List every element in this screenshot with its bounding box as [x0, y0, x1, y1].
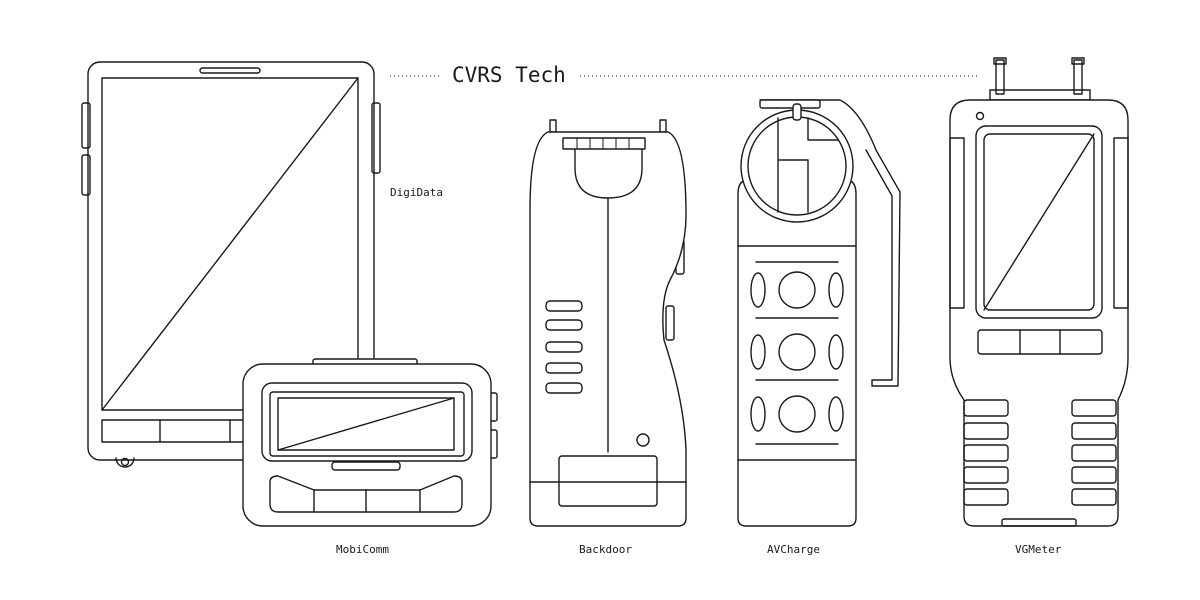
- avcharge-left-lobe-1: [750, 272, 766, 308]
- vgmeter-label: VGMeter: [1015, 543, 1062, 556]
- digidata-body: [87, 61, 375, 461]
- vgmeter-grip-right-4: [1071, 466, 1117, 484]
- avcharge-right-lobe-2: [828, 334, 844, 370]
- vgmeter-side-rail-right: [1113, 137, 1129, 309]
- avcharge-body: [737, 179, 857, 527]
- backdoor-label: Backdoor: [579, 543, 632, 556]
- vgmeter-probe-right-cap: [1071, 57, 1085, 65]
- digidata-screen-glare: [101, 77, 359, 411]
- mobicomm-body: [242, 363, 492, 527]
- avcharge-lever-top: [759, 99, 821, 109]
- vgmeter-screen: [983, 133, 1095, 311]
- backdoor-side-button-lower: [665, 305, 675, 341]
- backdoor-device: Backdoor: [529, 119, 687, 556]
- digidata-side-button-lower: [81, 154, 91, 196]
- avcharge-fuze-top: [807, 117, 839, 141]
- digidata-side-button-right: [371, 102, 381, 174]
- mobicomm-screen: [277, 397, 455, 451]
- mobicomm-bezel: [261, 382, 473, 462]
- vgmeter-probe-right: [1073, 59, 1083, 95]
- avcharge-segment-circle-2: [778, 333, 816, 371]
- digidata-screen: [101, 77, 359, 411]
- avcharge-label: AVCharge: [767, 543, 820, 556]
- avcharge-right-lobe-3: [828, 396, 844, 432]
- vgmeter-grip-right-5: [1071, 488, 1117, 506]
- backdoor-head-grille: [562, 137, 646, 150]
- backdoor-grip-slot-2: [545, 319, 583, 331]
- avcharge-right-lobe-1: [828, 272, 844, 308]
- vgmeter-bezel: [975, 125, 1103, 319]
- mobicomm-screen-glare: [277, 397, 455, 451]
- avcharge-pin: [792, 103, 802, 121]
- mobicomm-label: MobiComm: [336, 543, 389, 556]
- vgmeter-body: [949, 99, 1129, 527]
- title-group: CVRS Tech: [390, 63, 980, 87]
- vgmeter-screen-glare: [983, 133, 1095, 311]
- vgmeter-grip-left-5: [963, 488, 1009, 506]
- avcharge-segment-circle-1: [778, 271, 816, 309]
- avcharge-left-lobe-2: [750, 334, 766, 370]
- digidata-label: DigiData: [390, 186, 443, 199]
- vgmeter-led: [975, 111, 985, 121]
- backdoor-prong-left: [549, 119, 557, 133]
- vgmeter-probe-left: [995, 59, 1005, 95]
- vgmeter-grip-left-1: [963, 399, 1009, 417]
- vgmeter-grip-right-2: [1071, 422, 1117, 440]
- avcharge-left-lobe-3: [750, 396, 766, 432]
- mobicomm-screen-frame: [269, 391, 465, 457]
- backdoor-grip-slot-5: [545, 382, 583, 394]
- vgmeter-side-rail-left: [949, 137, 965, 309]
- avcharge-pull-ring: [740, 109, 854, 223]
- backdoor-indicator-light: [636, 433, 650, 447]
- vgmeter-grip-left-4: [963, 466, 1009, 484]
- backdoor-battery-panel: [558, 455, 658, 507]
- mobicomm-button-row: [269, 475, 463, 513]
- vgmeter-probe-base: [989, 89, 1091, 101]
- digidata-side-button-upper: [81, 102, 91, 149]
- avcharge-segment-circle-3: [778, 395, 816, 433]
- avcharge-fuze-body: [777, 117, 809, 213]
- vgmeter-grip-left-2: [963, 422, 1009, 440]
- digidata-lanyard-hole: [120, 457, 130, 467]
- digidata-speaker-slot: [199, 67, 261, 74]
- avcharge-safety-lever: [759, 99, 901, 387]
- backdoor-grip-slot-4: [545, 362, 583, 374]
- backdoor-grip-slot-3: [545, 341, 583, 353]
- avcharge-device: AVCharge: [737, 99, 901, 556]
- backdoor-prong-right: [659, 119, 667, 133]
- vgmeter-button-row: [977, 329, 1103, 355]
- backdoor-grip-slot-1: [545, 300, 583, 312]
- vgmeter-device: VGMeter: [949, 57, 1129, 556]
- vgmeter-foot: [1001, 518, 1077, 527]
- digidata-lanyard-loop: [115, 457, 135, 468]
- page-title: CVRS Tech: [452, 63, 566, 87]
- mobicomm-speaker-slot: [331, 461, 401, 471]
- vgmeter-grip-left-3: [963, 444, 1009, 462]
- vgmeter-probe-left-cap: [993, 57, 1007, 65]
- mobicomm-device: MobiComm: [242, 358, 498, 556]
- vgmeter-grip-right-3: [1071, 444, 1117, 462]
- vgmeter-grip-right-1: [1071, 399, 1117, 417]
